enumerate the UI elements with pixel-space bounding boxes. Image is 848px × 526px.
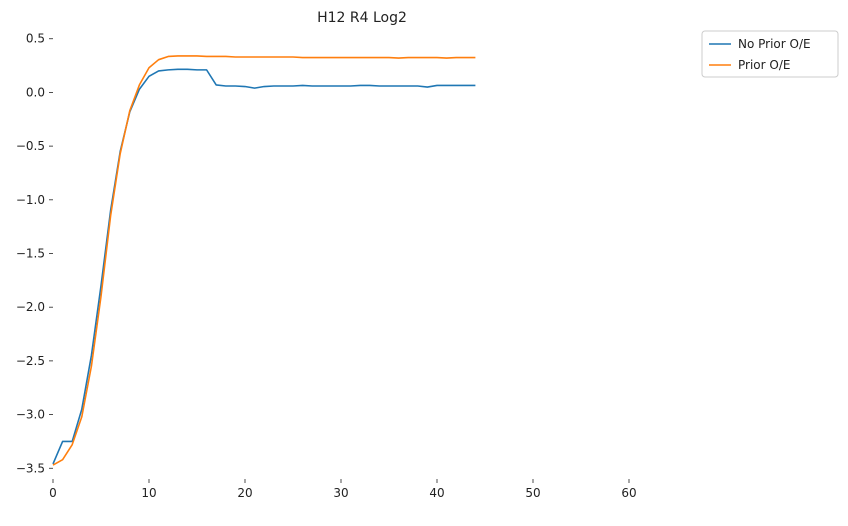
x-axis: 0 10 20 30 40 50 60	[49, 479, 637, 500]
y-tick-label: −1.5	[16, 247, 45, 261]
legend-label: Prior O/E	[738, 58, 790, 72]
y-tick-label: 0.0	[26, 85, 45, 99]
y-tick-label: 0.5	[26, 32, 45, 46]
y-axis: 0.5 0.0 −0.5 −1.0 −1.5 −2.0 −2.5 −3.0 −3.5	[16, 32, 53, 475]
y-tick-label: −3.5	[16, 461, 45, 475]
y-tick-label: −2.0	[16, 300, 45, 314]
y-tick-label: −2.5	[16, 354, 45, 368]
chart-title: H12 R4 Log2	[317, 10, 407, 26]
x-tick-label: 30	[333, 486, 348, 500]
series-line-no-prior-o-e	[52, 68, 476, 465]
legend: No Prior O/E Prior O/E	[701, 30, 839, 78]
x-tick-label: 60	[621, 486, 636, 500]
series-line-prior-o-e	[52, 55, 476, 466]
y-tick-label: −3.0	[16, 408, 45, 422]
y-tick-label: −0.5	[16, 139, 45, 153]
x-tick-label: 50	[525, 486, 540, 500]
y-tick-label: −1.0	[16, 193, 45, 207]
legend-label: No Prior O/E	[738, 37, 811, 51]
x-tick-label: 0	[49, 486, 57, 500]
x-tick-label: 20	[237, 486, 252, 500]
x-tick-label: 40	[429, 486, 444, 500]
x-tick-label: 10	[141, 486, 156, 500]
legend-box	[701, 30, 839, 78]
plot-area	[52, 55, 476, 466]
